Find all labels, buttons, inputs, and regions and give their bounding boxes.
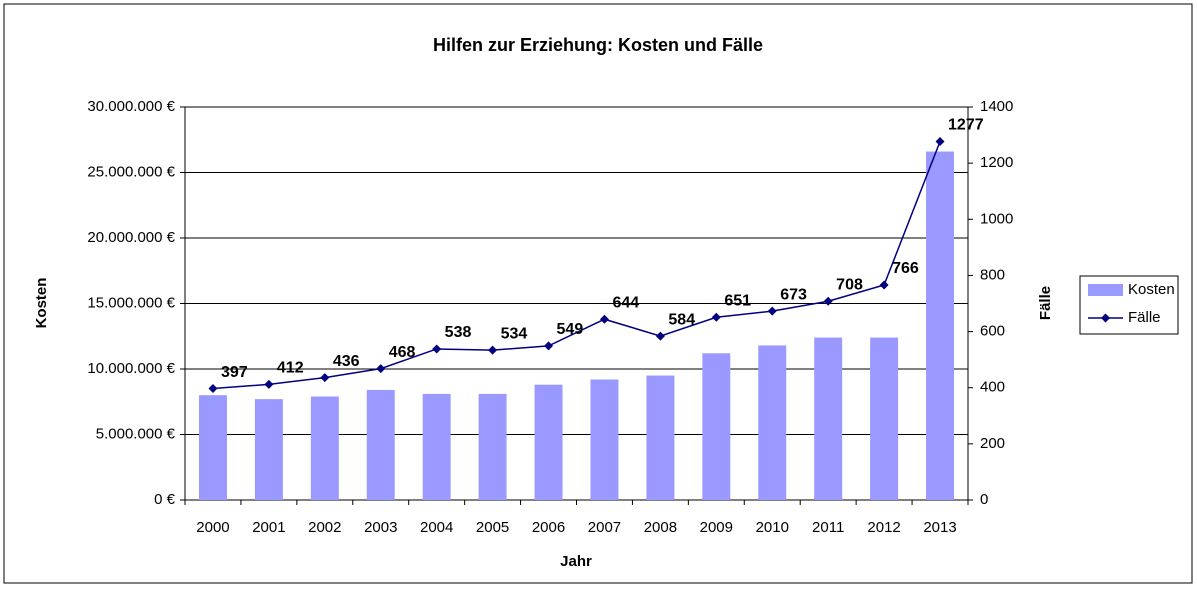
line-marker <box>320 373 330 383</box>
data-label: 584 <box>668 311 695 328</box>
y-axis-label: Kosten <box>33 278 50 329</box>
line-marker <box>488 345 498 355</box>
line <box>212 141 941 390</box>
y2-axis-label: Fälle <box>1037 286 1054 320</box>
line-marker <box>879 280 889 290</box>
y2-tick-label: 400 <box>980 379 1005 396</box>
y-tick-label: 0 € <box>154 491 176 508</box>
x-tick-label: 2011 <box>812 519 844 536</box>
y2-tick-label: 200 <box>980 435 1005 452</box>
y-tick-label: 25.000.000 € <box>87 163 175 180</box>
y-tick-label: 15.000.000 € <box>87 294 175 311</box>
data-label: 534 <box>501 325 528 342</box>
line-marker <box>208 384 218 394</box>
y-tick-label: 5.000.000 € <box>96 425 176 442</box>
x-tick-label: 2012 <box>867 519 900 536</box>
bar <box>926 151 955 501</box>
legend-label: Fälle <box>1128 309 1161 326</box>
y-tick-label: 30.000.000 € <box>87 98 175 115</box>
line-marker <box>655 331 665 341</box>
x-tick-label: 2008 <box>644 519 677 536</box>
bar <box>198 395 227 500</box>
bar <box>646 375 675 500</box>
bar <box>758 345 787 500</box>
line-marker <box>432 344 442 354</box>
x-axis-label: Jahr <box>560 553 592 570</box>
bar <box>478 393 507 500</box>
data-label: 468 <box>389 344 416 361</box>
x-tick-label: 2013 <box>923 519 956 536</box>
line-marker <box>544 341 554 351</box>
bar <box>702 353 731 500</box>
bar <box>366 389 395 500</box>
bar <box>590 379 619 500</box>
bar <box>534 384 563 500</box>
legend-marker <box>1101 313 1110 323</box>
data-label: 412 <box>277 360 304 377</box>
data-label: 538 <box>445 324 472 341</box>
bar <box>422 393 451 500</box>
bar <box>310 396 339 500</box>
line-marker <box>711 312 721 322</box>
data-label: 708 <box>836 276 863 293</box>
line-marker <box>935 137 945 147</box>
x-tick-label: 2010 <box>756 519 789 536</box>
x-tick-label: 2000 <box>196 519 229 536</box>
y-tick-label: 10.000.000 € <box>87 360 175 377</box>
y2-tick-label: 1400 <box>980 98 1013 115</box>
x-tick-label: 2006 <box>532 519 565 536</box>
line-marker <box>376 364 386 374</box>
data-label: 1277 <box>948 117 984 134</box>
legend-swatch <box>1088 284 1123 296</box>
y2-tick-label: 600 <box>980 323 1005 340</box>
data-label: 436 <box>333 353 360 370</box>
y2-tick-label: 800 <box>980 266 1005 283</box>
legend-label: Kosten <box>1128 281 1175 298</box>
data-label: 766 <box>892 260 919 277</box>
data-label: 549 <box>557 321 584 338</box>
x-tick-label: 2009 <box>700 519 733 536</box>
x-tick-label: 2004 <box>420 519 453 536</box>
y2-tick-label: 1200 <box>980 154 1013 171</box>
y-tick-label: 20.000.000 € <box>87 229 175 246</box>
x-tick-label: 2005 <box>476 519 509 536</box>
chart-title: Hilfen zur Erziehung: Kosten und Fälle <box>433 35 763 55</box>
x-tick-label: 2001 <box>252 519 285 536</box>
data-label: 673 <box>780 286 807 303</box>
data-label: 644 <box>612 294 639 311</box>
x-tick-label: 2002 <box>308 519 341 536</box>
line-marker <box>767 306 777 316</box>
x-tick-label: 2007 <box>588 519 621 536</box>
line-marker <box>599 314 609 324</box>
bar <box>870 337 899 500</box>
data-label: 651 <box>724 292 751 309</box>
x-tick-label: 2003 <box>364 519 397 536</box>
data-label: 397 <box>221 364 248 381</box>
line-marker <box>823 296 833 306</box>
y2-tick-label: 0 <box>980 491 988 508</box>
bar <box>254 399 283 500</box>
line-marker <box>264 379 274 389</box>
y2-tick-label: 1000 <box>980 210 1013 227</box>
bar <box>814 337 843 500</box>
